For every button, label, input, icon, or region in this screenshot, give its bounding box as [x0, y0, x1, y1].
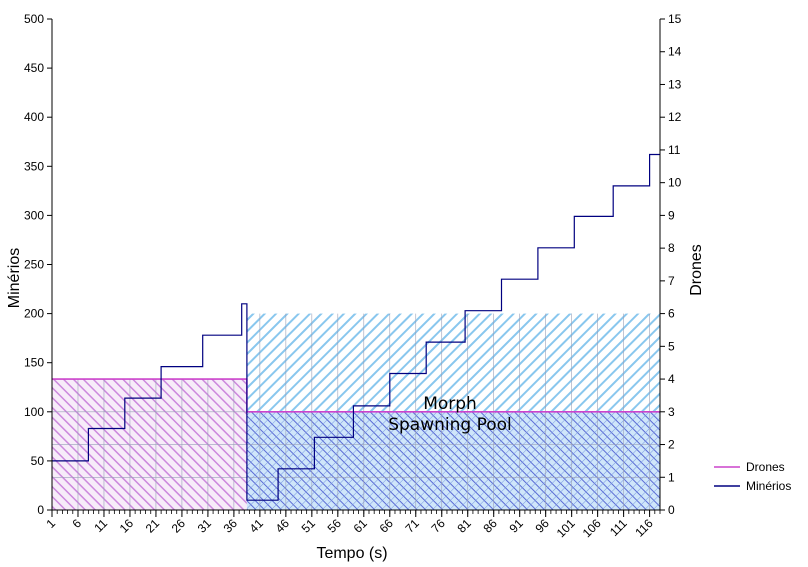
- y2-tick-label: 7: [668, 274, 675, 288]
- y2-tick-label: 0: [668, 503, 675, 517]
- legend: Drones Minérios: [714, 460, 791, 493]
- y2-tick-label: 12: [668, 110, 682, 124]
- y2-tick-label: 13: [668, 77, 682, 91]
- y2-tick-label: 10: [668, 176, 682, 190]
- x-tick-label: 46: [273, 516, 293, 536]
- x-tick-label: 86: [480, 516, 500, 536]
- x-tick-label: 91: [506, 516, 526, 536]
- y-tick-label: 150: [24, 356, 44, 370]
- y2-tick-label: 5: [668, 339, 675, 353]
- x-tick-label: 26: [169, 516, 189, 536]
- y2-tick-label: 1: [668, 470, 675, 484]
- y2-tick-label: 6: [668, 307, 675, 321]
- series-line-minerios: [52, 153, 660, 501]
- y-tick-label: 50: [31, 454, 45, 468]
- x-tick-label: 56: [325, 516, 345, 536]
- x-tick-label: 61: [351, 516, 371, 536]
- x-axis-title: Tempo (s): [316, 545, 387, 562]
- y-tick-label: 300: [24, 208, 44, 222]
- region-drones-phase-2: [246, 411, 660, 510]
- y-tick-label: 350: [24, 159, 44, 173]
- series-layer: [52, 153, 660, 501]
- x-tick-label: 1: [43, 516, 58, 531]
- y2-tick-label: 15: [668, 12, 682, 26]
- x-tick-label: 101: [554, 516, 578, 540]
- y2-tick-label: 11: [668, 143, 681, 157]
- y2-tick-label: 14: [668, 45, 682, 59]
- y-tick-label: 500: [24, 12, 44, 26]
- x-tick-label: 111: [607, 516, 630, 539]
- y-tick-label: 0: [37, 503, 44, 517]
- y2-tick-label: 2: [668, 438, 675, 452]
- annotation-morph: Morph: [423, 394, 477, 414]
- x-tick-label: 51: [299, 516, 319, 536]
- y2-tick-label: 4: [668, 372, 675, 386]
- y2-tick-label: 8: [668, 241, 675, 255]
- y2-axis-title: Drones: [688, 244, 705, 296]
- y-axis-title: Minérios: [6, 248, 23, 308]
- x-tick-label: 31: [195, 516, 215, 536]
- x-tick-label: 81: [455, 516, 475, 536]
- x-tick-label: 76: [429, 516, 449, 536]
- x-tick-label: 96: [532, 516, 552, 536]
- x-tick-label: 11: [91, 516, 110, 535]
- x-tick-label: 116: [632, 516, 656, 540]
- x-tick-label: 106: [580, 516, 604, 540]
- y-tick-label: 200: [24, 307, 44, 321]
- x-tick-label: 41: [247, 516, 267, 536]
- y-tick-label: 400: [24, 110, 44, 124]
- x-tick-label: 71: [403, 516, 423, 536]
- legend-label-minerios: Minérios: [746, 479, 791, 493]
- x-tick-label: 36: [221, 516, 241, 536]
- y-tick-label: 100: [24, 405, 44, 419]
- x-tick-label: 16: [117, 516, 137, 536]
- y2-tick-label: 3: [668, 405, 675, 419]
- legend-label-drones: Drones: [746, 460, 785, 474]
- annotation-spawning-pool: Spawning Pool: [388, 415, 512, 435]
- regions-layer: [52, 313, 660, 510]
- x-tick-label: 21: [143, 516, 163, 536]
- x-tick-label: 66: [377, 516, 397, 536]
- region-spawning-pool-band: [246, 313, 660, 412]
- y2-tick-label: 9: [668, 208, 675, 222]
- y-tick-label: 450: [24, 61, 44, 75]
- y-tick-label: 250: [24, 258, 44, 272]
- x-tick-label: 6: [69, 516, 84, 531]
